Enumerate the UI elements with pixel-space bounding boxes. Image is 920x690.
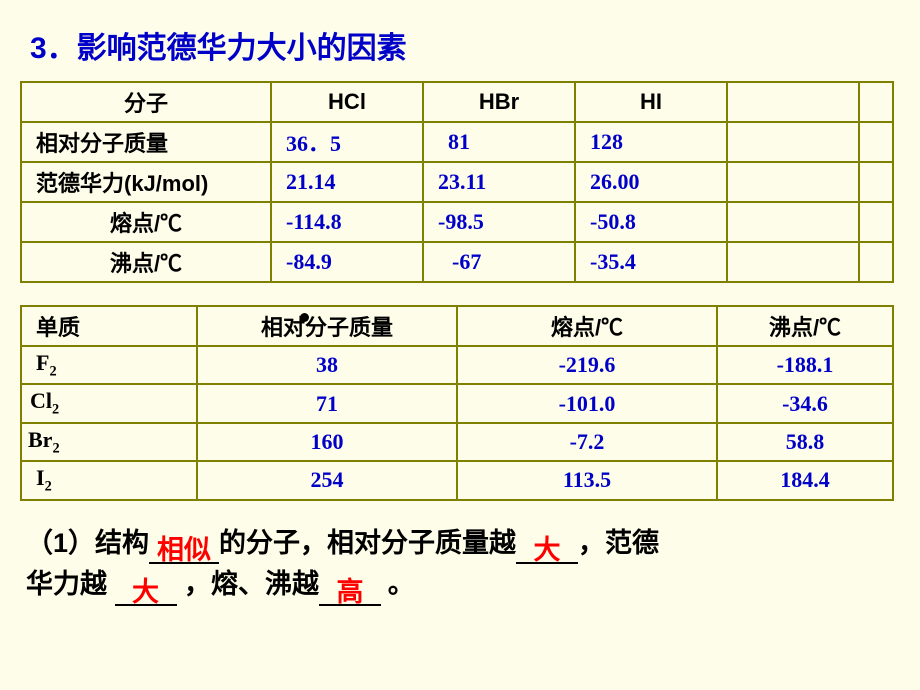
cell-value: -101.0 [457,384,717,422]
cell-value: -34.6 [717,384,893,422]
col-header: 相对分子质量 [197,306,457,346]
empty-cell [859,82,893,122]
row-label: Br2 [21,423,197,461]
table-row: 相对分子质量 36．5 81 128 [21,122,893,162]
cell-value: -35.4 [575,242,727,282]
cell-value: 38 [197,346,457,384]
empty-cell [727,122,859,162]
row-label: 沸点/℃ [21,242,271,282]
col-header: 单质 [21,306,197,346]
empty-cell [859,122,893,162]
text-part: ，熔、沸越 [177,569,320,599]
cell-value: 81 [423,122,575,162]
table-row: Br2 160 -7.2 58.8 [21,423,893,461]
cell-value: -219.6 [457,346,717,384]
col-header: HBr [423,82,575,122]
row-label: I2 [21,461,197,499]
blank-fill: 高 [319,575,381,607]
empty-cell [727,82,859,122]
cell-value: -7.2 [457,423,717,461]
text-part: （1）结构 [26,528,149,558]
cell-value: 254 [197,461,457,499]
table-row: 分子 HCl HBr HI [21,82,893,122]
empty-cell [859,162,893,202]
cell-value: 113.5 [457,461,717,499]
empty-cell [727,202,859,242]
row-label: 熔点/℃ [21,202,271,242]
cell-value: -67 [423,242,575,282]
table-row: 熔点/℃ -114.8 -98.5 -50.8 [21,202,893,242]
data-table-1: 分子 HCl HBr HI 相对分子质量 36．5 81 128 范德华力(kJ… [20,81,894,283]
dot-icon [300,313,309,322]
row-label: F2 [21,346,197,384]
col-header: 沸点/℃ [717,306,893,346]
empty-cell [727,242,859,282]
table-row: I2 254 113.5 184.4 [21,461,893,499]
row-label: 相对分子质量 [21,122,271,162]
cell-value: -50.8 [575,202,727,242]
cell-value: -188.1 [717,346,893,384]
cell-value: 23.11 [423,162,575,202]
row-label: Cl2 [21,384,197,422]
cell-value: -84.9 [271,242,423,282]
blank-fill: 大 [516,533,578,565]
table-row: Cl2 71 -101.0 -34.6 [21,384,893,422]
cell-value: 184.4 [717,461,893,499]
cell-value: 36．5 [271,122,423,162]
text-part: 。 [381,569,415,599]
cell-value: -98.5 [423,202,575,242]
cell-value: 71 [197,384,457,422]
table-row: 单质 相对分子质量 熔点/℃ 沸点/℃ [21,306,893,346]
cell-value: 26.00 [575,162,727,202]
col-header: HI [575,82,727,122]
table-row: 沸点/℃ -84.9 -67 -35.4 [21,242,893,282]
blank-fill: 相似 [149,533,219,565]
empty-cell [727,162,859,202]
col-header: HCl [271,82,423,122]
table-row: 范德华力(kJ/mol) 21.14 23.11 26.00 [21,162,893,202]
slide-title: 3．影响范德华力大小的因素 [30,23,900,67]
cell-value: 160 [197,423,457,461]
row-label: 分子 [21,82,271,122]
conclusion-text: （1）结构相似的分子，相对分子质量越大，范德 华力越 大 ，熔、沸越高 。 [20,523,900,607]
row-label: 范德华力(kJ/mol) [21,162,271,202]
blank-fill: 大 [115,575,177,607]
table-row: F2 38 -219.6 -188.1 [21,346,893,384]
cell-value: 128 [575,122,727,162]
empty-cell [859,202,893,242]
col-header: 熔点/℃ [457,306,717,346]
data-table-2: 单质 相对分子质量 熔点/℃ 沸点/℃ F2 38 -219.6 -188.1 … [20,305,894,501]
cell-value: 58.8 [717,423,893,461]
text-part: ，范德 [578,528,659,558]
cell-value: 21.14 [271,162,423,202]
cell-value: -114.8 [271,202,423,242]
empty-cell [859,242,893,282]
text-part: 华力越 [26,569,115,599]
text-part: 的分子，相对分子质量越 [219,528,516,558]
